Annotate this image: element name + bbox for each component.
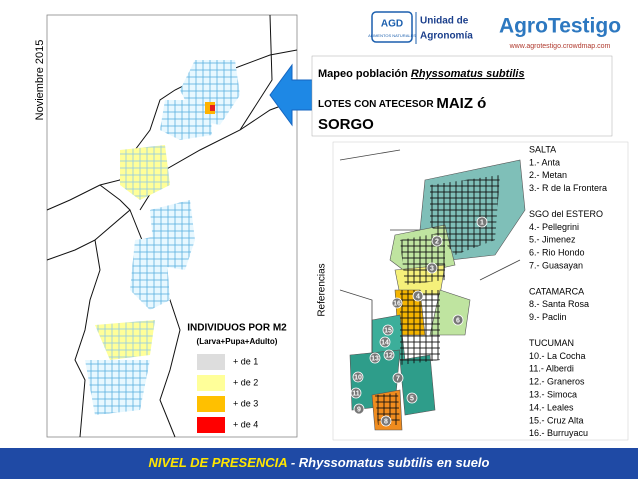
legend-item: + de 3 — [233, 398, 258, 408]
ref-group: TUCUMAN — [529, 338, 574, 348]
map-number: 14 — [381, 339, 389, 346]
ref-item: 1.- Anta — [529, 157, 560, 167]
ref-item: 9.- Paclin — [529, 312, 567, 322]
map-number: 3 — [430, 265, 434, 272]
map-marker — [352, 371, 364, 383]
map-number: 2 — [435, 238, 439, 245]
ref-group: CATAMARCA — [529, 286, 584, 296]
heading-species: Rhyssomatus subtilis — [411, 68, 525, 80]
map-marker — [382, 324, 394, 336]
cluster — [85, 360, 150, 415]
heading-line3: SORGO — [318, 116, 374, 133]
legend-subtitle: (Larva+Pupa+Adulto) — [197, 337, 278, 346]
map-number: 6 — [456, 317, 460, 324]
map-marker — [392, 372, 404, 384]
cluster — [120, 145, 170, 200]
legend-item: + de 2 — [233, 377, 258, 387]
heading-lotes: LOTES CON ATECESOR — [318, 99, 436, 110]
map-marker — [379, 336, 391, 348]
ref-item: 12.- Graneros — [529, 377, 585, 387]
ref-item: 7.- Guasayan — [529, 260, 583, 270]
agrotestigo-title: AgroTestigo — [499, 15, 621, 38]
footer-text: NIVEL DE PRESENCIA - Rhyssomatus subtili… — [149, 455, 490, 470]
legend-swatch — [197, 417, 225, 433]
grid-overlay — [430, 175, 500, 255]
map-number: 1 — [480, 219, 484, 226]
map-marker — [406, 392, 418, 404]
footer-rest: - Rhyssomatus subtilis en suelo — [287, 455, 489, 470]
ref-group: SGO del ESTERO — [529, 209, 603, 219]
ref-item: 5.- Jimenez — [529, 235, 576, 245]
legend-item: + de 4 — [233, 419, 258, 429]
heading-prefix: Mapeo población — [318, 68, 411, 80]
legend-title: INDIVIDUOS POR M2 — [187, 323, 287, 334]
ref-item: 2.- Metan — [529, 170, 567, 180]
map-marker — [369, 352, 381, 364]
map-number: 8 — [384, 418, 388, 425]
map-number: 15 — [384, 327, 392, 334]
heading-box — [311, 55, 613, 137]
map-number: 7 — [396, 375, 400, 382]
ref-item: 11.- Alberdi — [529, 364, 574, 374]
legend-swatch — [197, 396, 225, 412]
grid-overlay — [375, 393, 400, 425]
map-number: 10 — [354, 374, 362, 381]
right-borders — [339, 149, 521, 355]
map-marker — [452, 314, 464, 326]
footer-highlight: NIVEL DE PRESENCIA — [149, 455, 288, 470]
map-number: 5 — [410, 395, 414, 402]
map-number: 11 — [352, 390, 360, 397]
unit-line1: Unidad de — [420, 16, 469, 27]
legend-swatch — [197, 354, 225, 370]
ref-item: 10.- La Cocha — [529, 351, 586, 361]
ref-item: 14.- Leales — [529, 402, 574, 412]
map-marker — [476, 216, 488, 228]
map-number: 9 — [357, 406, 361, 413]
ref-item: 4.- Pellegrini — [529, 222, 579, 232]
map-number: 16 — [393, 300, 401, 307]
map-marker — [431, 235, 443, 247]
agd-logo — [371, 11, 413, 43]
footer-bar — [0, 448, 638, 479]
legend-swatch — [197, 375, 225, 391]
cluster-max — [210, 105, 215, 111]
legend-item: + de 1 — [233, 356, 258, 366]
references-label: Referencias — [317, 263, 328, 316]
map-number: 12 — [385, 352, 393, 359]
map-marker — [391, 297, 403, 309]
side-label: Noviembre 2015 — [34, 40, 46, 121]
map-marker — [383, 349, 395, 361]
cluster — [160, 100, 212, 140]
agd-sub: ALIMENTOS NATURALES — [368, 33, 416, 38]
map-number: 13 — [371, 355, 379, 362]
map-marker — [380, 415, 392, 427]
heading-maiz: MAIZ ó — [436, 95, 486, 112]
map-marker — [353, 403, 365, 415]
agrotestigo-url: www.agrotestigo.crowdmap.com — [509, 43, 611, 50]
agd-text: AGD — [381, 19, 403, 30]
unit-line2: Agronomía — [420, 31, 473, 42]
agrotestigo-box — [486, 10, 632, 54]
cluster — [130, 235, 170, 310]
ref-item: 15.- Cruz Alta — [529, 415, 584, 425]
ref-item: 8.- Santa Rosa — [529, 299, 589, 309]
heading-line2: LOTES CON ATECESOR MAIZ ó — [318, 95, 486, 112]
cluster — [95, 320, 155, 360]
ref-item: 16.- Burruyacu — [529, 428, 588, 438]
map-marker — [426, 262, 438, 274]
heading-line1: Mapeo población Rhyssomatus subtilis — [318, 68, 525, 80]
map-marker — [350, 387, 362, 399]
ref-item: 6.- Rio Hondo — [529, 248, 585, 258]
ref-group: SALTA — [529, 144, 556, 154]
map-marker — [412, 290, 424, 302]
ref-item: 13.- Simoca — [529, 389, 577, 399]
ref-item: 3.- R de la Frontera — [529, 183, 607, 193]
map-number: 4 — [416, 293, 420, 300]
grid-overlay — [400, 290, 440, 365]
